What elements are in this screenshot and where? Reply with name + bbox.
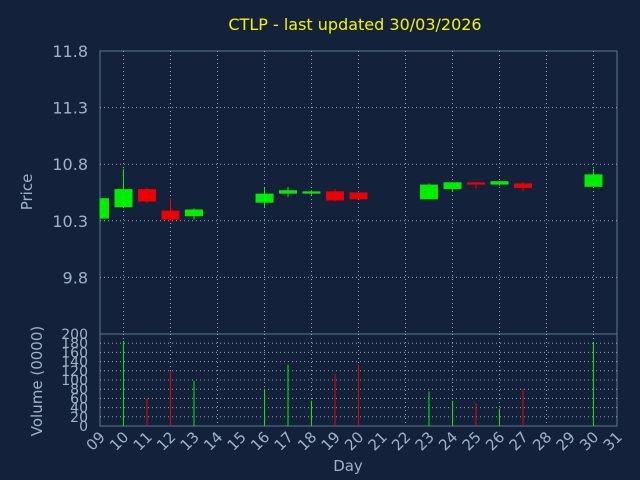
candle-body [185,209,203,217]
price-y-tick-label: 11.3 [52,99,88,118]
x-tick-label: 24 [435,428,461,454]
x-tick-label: 15 [224,428,250,454]
x-tick-labels: 0910111213141516171819202122232425262728… [83,428,626,454]
x-tick-label: 13 [177,428,203,454]
candle-body [420,184,438,200]
x-axis-label: Day [333,457,363,475]
x-tick-label: 27 [506,428,532,454]
volume-bars [123,340,594,426]
candle-body [279,190,297,194]
candle-body [138,189,156,202]
price-y-tick-labels: 9.8 10.3 10.8 11.3 11.8 [52,42,88,287]
volume-y-tick-label: 40 [70,401,88,417]
x-tick-label: 28 [529,428,555,454]
x-tick-label: 29 [553,428,579,454]
candle-body [349,192,368,200]
candle-body [490,181,509,185]
price-y-axis-label: Price [18,174,36,211]
price-y-tick-label: 10.3 [52,212,88,231]
price-y-tick-label: 10.8 [52,155,88,174]
x-tick-label: 11 [130,428,156,454]
x-tick-label: 23 [412,428,438,454]
candle-body [443,182,462,190]
price-y-tick-label: 11.8 [52,42,88,61]
volume-y-tick-label: 200 [61,327,88,343]
volume-y-tick-label: 60 [70,391,88,407]
x-tick-label: 22 [388,428,414,454]
candle-body [326,191,344,201]
x-tick-label: 10 [106,428,132,454]
x-tick-label: 18 [294,428,320,454]
volume-y-tick-label: 0 [79,419,88,435]
volume-y-tick-label: 20 [70,410,88,426]
volume-y-tick-label: 160 [61,345,88,361]
volume-y-tick-label: 180 [61,336,88,352]
volume-y-tick-label: 80 [70,382,88,398]
x-tick-label: 21 [365,428,391,454]
volume-y-tick-label: 140 [61,355,88,371]
candle-body [467,182,485,185]
price-y-tick-label: 9.8 [63,268,88,287]
candles [99,168,603,221]
candle-body [100,198,109,219]
candle-body [114,189,133,208]
x-tick-label: 26 [482,428,508,454]
x-tick-label: 14 [200,428,226,454]
x-tick-label: 12 [153,428,179,454]
x-tick-label: 17 [271,428,297,454]
volume-y-tick-label: 120 [61,364,88,380]
candle-body [161,210,180,220]
price-panel: 9.8 10.3 10.8 11.3 11.8 Price [18,42,618,335]
candle-body [584,174,603,187]
x-tick-label: 19 [318,428,344,454]
candle-body [514,183,532,188]
volume-y-axis-label: Volume (0000) [28,326,46,436]
candle-body [302,191,321,194]
x-tick-label: 16 [247,428,273,454]
x-tick-label: 25 [459,428,485,454]
volume-y-tick-label: 100 [61,373,88,389]
x-tick-label: 31 [600,428,626,454]
chart-title: CTLP - last updated 30/03/2026 [228,15,481,34]
x-tick-label: 20 [341,428,367,454]
x-tick-label: 30 [576,428,602,454]
candle-body [255,193,274,203]
